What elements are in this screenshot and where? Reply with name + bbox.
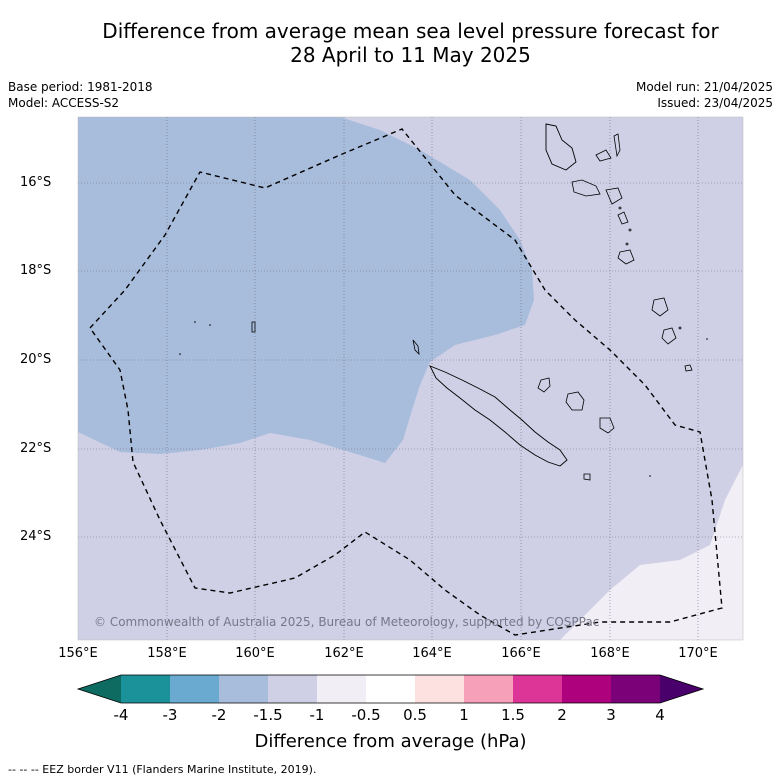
island-pentecost	[613, 133, 621, 158]
island-aneityum	[684, 364, 693, 372]
island-belep	[412, 339, 420, 356]
anomaly-region-minus-1	[560, 465, 743, 640]
colorbar-arrow-high	[660, 675, 703, 703]
island-pines	[583, 473, 591, 481]
copyright-notice: © Commonwealth of Australia 2025, Bureau…	[94, 615, 599, 629]
colorbar-arrow-low	[78, 675, 121, 703]
island-ambrym	[605, 187, 623, 205]
colorbar-outline	[76, 674, 705, 704]
island-espiritu-santo	[545, 123, 577, 171]
model-name: Model: ACCESS-S2	[8, 96, 120, 110]
reef-dot-3	[179, 353, 181, 355]
new-caledonia-island	[429, 365, 568, 467]
anomaly-region-minus-2	[78, 117, 534, 463]
issued-date: Issued: 23/04/2025	[657, 96, 773, 110]
island-tanna	[661, 327, 677, 345]
reef-dot-2	[194, 321, 196, 323]
lat-label: 18°S	[20, 263, 52, 278]
colorbar-bin	[219, 675, 268, 703]
lat-label: 20°S	[20, 352, 52, 367]
map-title: Difference from average mean sea level p…	[40, 19, 781, 67]
colorbar-tick-label: 1	[459, 706, 469, 724]
lon-label: 164°E	[412, 646, 452, 661]
colorbar-bin	[366, 675, 415, 703]
eez-legend-note: -- -- -- EEZ border V11 (Flanders Marine…	[8, 763, 317, 776]
island-lifou	[565, 391, 585, 411]
reef-dot-5	[706, 338, 708, 340]
colorbar-bin	[317, 675, 366, 703]
colorbar-bin	[170, 675, 219, 703]
lon-label: 156°E	[58, 646, 98, 661]
lon-label: 162°E	[324, 646, 364, 661]
colorbar-tick-label: -3	[162, 706, 178, 724]
colorbar-tick-label: 4	[655, 706, 665, 724]
lon-label: 166°E	[501, 646, 541, 661]
colorbar-bin	[513, 675, 562, 703]
islet-4	[678, 326, 682, 330]
island-chesterfield	[251, 321, 256, 333]
colorbar-tick-label: 3	[606, 706, 616, 724]
lon-label: 160°E	[235, 646, 275, 661]
title-line-1: Difference from average mean sea level p…	[102, 19, 719, 43]
lat-label: 16°S	[20, 175, 52, 190]
metadata-right: Model run: 21/04/2025 Issued: 23/04/2025	[636, 79, 773, 111]
island-erromango	[651, 297, 669, 317]
islet-3	[625, 242, 629, 246]
colorbar-tick-label: -4	[113, 706, 129, 724]
island-efate	[617, 249, 635, 265]
metadata-left: Base period: 1981-2018 Model: ACCESS-S2	[8, 79, 153, 111]
colorbar-bin	[611, 675, 660, 703]
colorbar-tick-label: 0.5	[403, 706, 427, 724]
colorbar-bin	[415, 675, 464, 703]
colorbar-bin	[562, 675, 611, 703]
map-frame	[77, 116, 744, 641]
lon-label: 158°E	[147, 646, 187, 661]
lat-label: 22°S	[20, 441, 52, 456]
island-ouvea	[537, 377, 551, 393]
model-run: Model run: 21/04/2025	[635, 80, 773, 94]
island-mare	[599, 417, 615, 434]
island-epi	[617, 211, 629, 225]
colorbar-tick-label: 2	[557, 706, 567, 724]
colorbar-bin	[121, 675, 170, 703]
lon-label: 170°E	[678, 646, 718, 661]
lon-label: 168°E	[590, 646, 630, 661]
islet-1	[618, 206, 622, 210]
colorbar-bin	[464, 675, 513, 703]
colorbar-tick-label: 1.5	[501, 706, 525, 724]
gridlines	[78, 117, 743, 640]
colorbar	[76, 674, 705, 704]
colorbar-title: Difference from average (hPa)	[254, 731, 527, 752]
colorbar-tick-label: -0.5	[351, 706, 381, 724]
lat-label: 24°S	[20, 529, 52, 544]
colorbar-tick-label: -1.5	[253, 706, 283, 724]
colorbar-bin	[268, 675, 317, 703]
base-period: Base period: 1981-2018	[8, 80, 153, 94]
reef-dot-1	[209, 324, 211, 326]
eez-border	[89, 128, 723, 636]
title-line-2: 28 April to 11 May 2025	[290, 43, 531, 67]
reef-dot-4	[649, 475, 651, 477]
island-maewo	[595, 149, 612, 162]
islet-2	[628, 228, 632, 232]
island-malekula	[571, 179, 601, 197]
colorbar-tick-label: -2	[211, 706, 227, 724]
colorbar-tick-label: -1	[309, 706, 325, 724]
